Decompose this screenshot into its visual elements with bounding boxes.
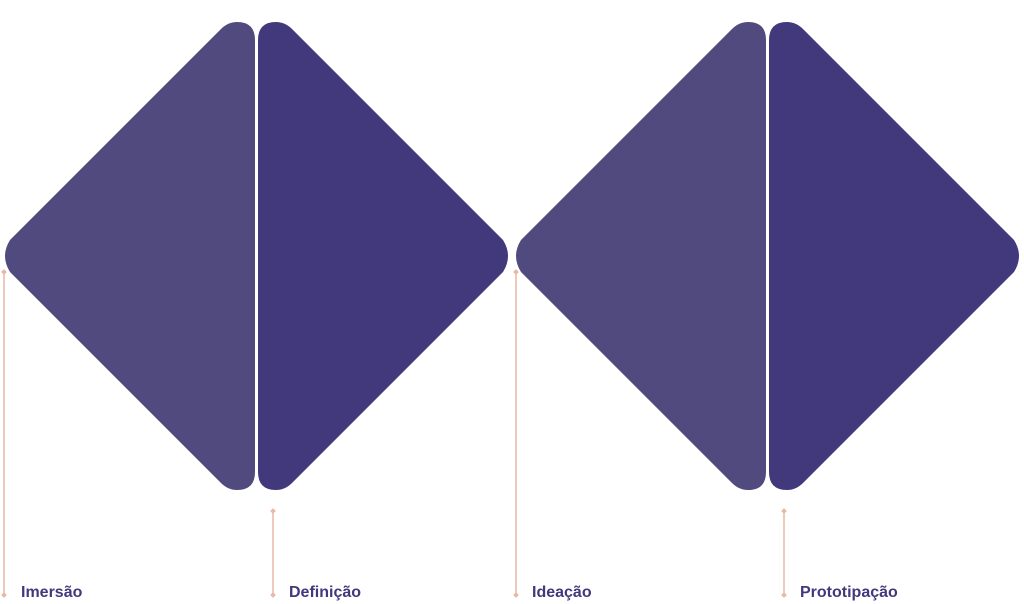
connector-imersao	[1, 269, 7, 598]
connector-dot-bottom	[781, 592, 787, 598]
stage-label-imersao: Imersão	[21, 584, 83, 601]
stage-shape-ideacao	[516, 22, 766, 490]
stage-shape-imersao	[5, 22, 255, 490]
stage-shape-prototipacao	[769, 22, 1019, 490]
connector-prototipacao	[781, 508, 787, 598]
stage-label-ideacao: Ideação	[532, 584, 592, 601]
connector-dot-top	[270, 508, 276, 514]
connector-dot-top	[781, 508, 787, 514]
stage-label-definicao: Definição	[289, 584, 362, 601]
stage-shape-definicao	[258, 22, 508, 490]
connector-ideacao	[513, 269, 519, 598]
connector-definicao	[270, 508, 276, 598]
connector-dot-top	[513, 269, 519, 275]
connector-dot-top	[1, 269, 7, 275]
connector-dot-bottom	[513, 592, 519, 598]
diamond-1	[5, 22, 508, 490]
connector-dot-bottom	[1, 592, 7, 598]
stage-label-prototipacao: Prototipação	[800, 584, 898, 601]
diamond-2	[516, 22, 1019, 490]
connector-dot-bottom	[270, 592, 276, 598]
